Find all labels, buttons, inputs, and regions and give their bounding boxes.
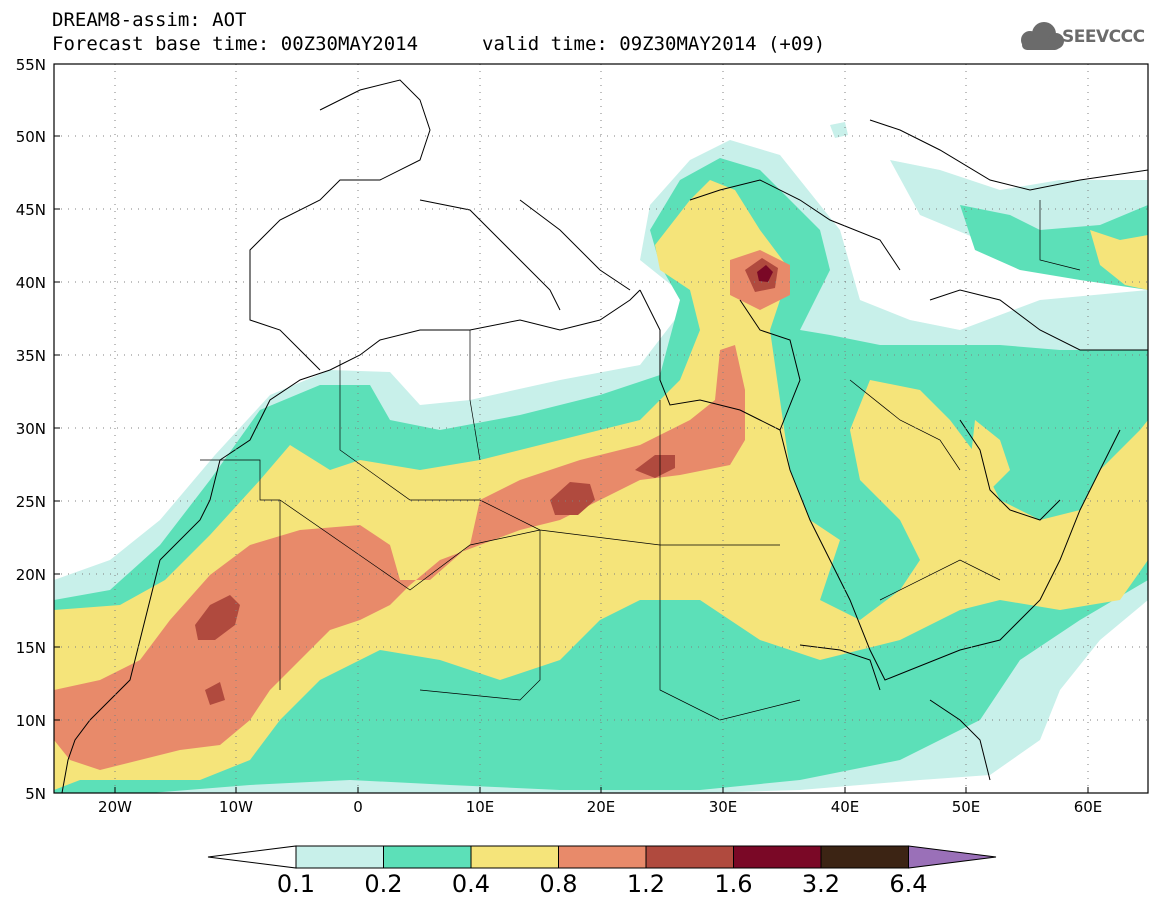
colorbar xyxy=(207,845,997,869)
colorbar-label: 0.4 xyxy=(451,870,491,898)
aot-level-1.6 xyxy=(757,265,773,282)
lat-tick-label: 20N xyxy=(15,566,46,584)
lon-tick-label: 20W xyxy=(98,798,132,816)
colorbar-label: 3.2 xyxy=(801,870,841,898)
map-title: DREAM8-assim: AOT xyxy=(52,9,247,31)
lon-tick-label: 30E xyxy=(708,798,738,816)
logo-text: SEEVCCC xyxy=(1062,27,1145,47)
aot-level-1.2 xyxy=(195,595,240,640)
lat-tick-label: 5N xyxy=(25,785,46,803)
colorbar-high-arrow xyxy=(908,845,997,869)
colorbar-bin-3.2 xyxy=(820,845,909,869)
colorbar-label: 0.8 xyxy=(539,870,578,898)
lat-tick-label: 45N xyxy=(15,201,46,219)
colorbar-bin-0.1 xyxy=(295,845,384,869)
tick-marks xyxy=(54,63,1089,793)
colorbar-bin-0.4 xyxy=(470,845,559,869)
lat-tick-label: 15N xyxy=(15,639,46,657)
cloud-icon xyxy=(1021,22,1064,50)
colorbar-bin-0.8 xyxy=(558,845,647,869)
lat-tick-label: 10N xyxy=(15,712,46,730)
lat-tick-label: 30N xyxy=(15,420,46,438)
lon-tick-label: 20E xyxy=(586,798,616,816)
lon-tick-label: 0 xyxy=(353,798,363,816)
colorbar-bin-1.6 xyxy=(733,845,822,869)
lat-tick-label: 40N xyxy=(15,274,46,292)
lat-tick-label: 25N xyxy=(15,493,46,511)
aot-field xyxy=(54,122,1148,793)
borders xyxy=(200,200,1081,721)
colorbar-label: 1.2 xyxy=(626,870,666,898)
colorbar-bin-0.2 xyxy=(383,845,472,869)
colorbar-label: 0.2 xyxy=(364,870,403,898)
lat-tick-label: 55N xyxy=(15,56,46,74)
colorbar-label: 6.4 xyxy=(889,870,928,898)
lat-tick-label: 50N xyxy=(15,128,46,146)
forecast-base-time: Forecast base time: 00Z30MAY2014 xyxy=(52,33,419,55)
gridlines xyxy=(54,64,1148,793)
aot-level-0.8 xyxy=(54,345,745,770)
lon-tick-label: 10E xyxy=(465,798,495,816)
colorbar-label: 0.1 xyxy=(276,870,316,898)
coastlines xyxy=(61,79,1148,793)
colorbar-low-arrow xyxy=(207,845,297,869)
colorbar-bin-1.2 xyxy=(645,845,734,869)
lat-tick-label: 35N xyxy=(15,347,46,365)
lon-tick-label: 10W xyxy=(219,798,253,816)
lon-tick-label: 50E xyxy=(951,798,981,816)
colorbar-label: 1.6 xyxy=(714,870,753,898)
lon-tick-label: 40E xyxy=(830,798,860,816)
valid-time: valid time: 09Z30MAY2014 (+09) xyxy=(482,33,826,55)
lon-tick-label: 60E xyxy=(1073,798,1103,816)
